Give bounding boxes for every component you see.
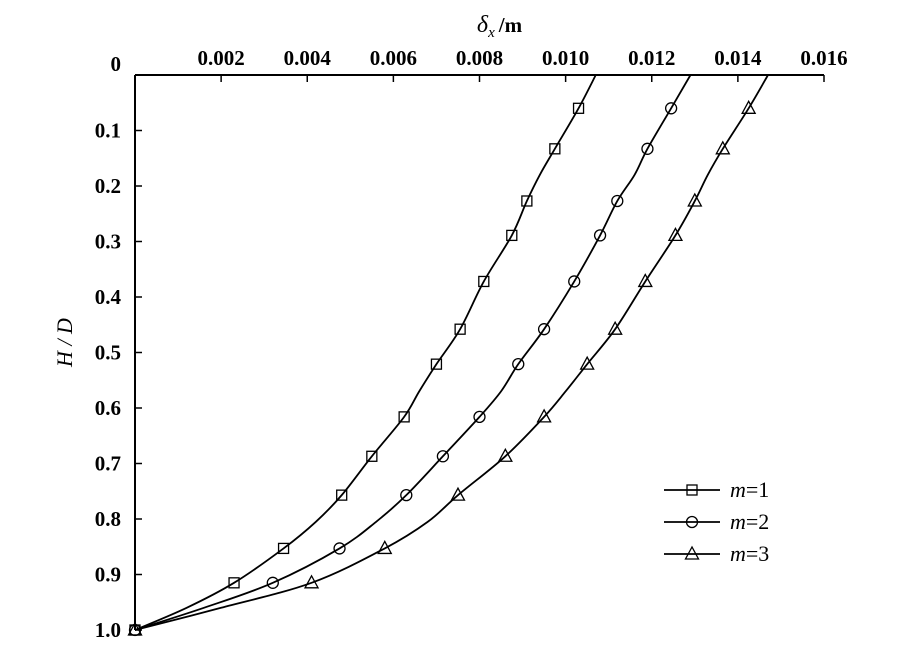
series-3-point bbox=[377, 540, 393, 555]
legend-label-2: m=2 bbox=[730, 509, 769, 534]
series-1-point bbox=[277, 542, 290, 555]
y-tick-label: 1.0 bbox=[95, 618, 121, 642]
series-1-point bbox=[398, 411, 410, 423]
series-2-point bbox=[473, 410, 486, 424]
y-axis-ticks: 0 0.1 0.2 0.3 0.4 0.5 0.6 0.7 0.8 0.9 1.0 bbox=[95, 52, 142, 642]
series-3-point bbox=[497, 447, 513, 462]
series-1-point bbox=[336, 489, 348, 501]
series-1-point bbox=[454, 323, 466, 335]
series-2-point bbox=[611, 194, 624, 208]
series-2-point bbox=[436, 450, 450, 463]
x-tick-label: 0.010 bbox=[542, 46, 589, 70]
series-1-point bbox=[521, 195, 533, 207]
legend-var: m bbox=[730, 477, 746, 502]
legend-value: =3 bbox=[746, 541, 769, 566]
x-tick-label: 0.002 bbox=[198, 46, 245, 70]
series-1-point bbox=[549, 143, 561, 155]
x-tick-label: 0.006 bbox=[370, 46, 417, 70]
series-2 bbox=[128, 74, 692, 637]
x-tick-label: 0.012 bbox=[628, 46, 675, 70]
x-tick-label: 0.008 bbox=[456, 46, 503, 70]
series-3-point bbox=[715, 140, 731, 155]
legend-value: =1 bbox=[746, 477, 769, 502]
y-tick-label: 0.3 bbox=[95, 230, 121, 254]
series-3-point bbox=[579, 355, 595, 370]
legend-label-3: m=3 bbox=[730, 541, 769, 566]
legend-marker-3 bbox=[684, 545, 700, 560]
series-3 bbox=[127, 74, 769, 636]
y-tick-label: 0.2 bbox=[95, 174, 121, 198]
y-tick-label: 0.6 bbox=[95, 396, 121, 420]
legend-marker-1 bbox=[686, 484, 698, 496]
series-2-point bbox=[512, 358, 525, 371]
legend-var: m bbox=[730, 541, 746, 566]
y-tick-label: 0.9 bbox=[95, 563, 121, 587]
series-1-point bbox=[228, 577, 240, 589]
y-tick-label: 0 bbox=[111, 52, 122, 76]
y-tick-label: 0.4 bbox=[95, 285, 122, 309]
x-axis-label: δx/m bbox=[477, 12, 523, 41]
series-2-point bbox=[400, 488, 413, 502]
series-3-line bbox=[134, 74, 769, 631]
series-3-point bbox=[637, 273, 653, 288]
legend-marker-2 bbox=[685, 515, 699, 529]
axes bbox=[134, 74, 824, 630]
legend: m=1m=2m=3 bbox=[664, 477, 769, 566]
series-1-point bbox=[430, 358, 443, 370]
series-3-point bbox=[607, 320, 623, 335]
series-1 bbox=[129, 74, 597, 636]
legend-value: =2 bbox=[746, 509, 769, 534]
x-tick-label: 0.016 bbox=[800, 46, 847, 70]
x-tick-label: 0.014 bbox=[714, 46, 762, 70]
series-1-point bbox=[478, 275, 490, 288]
series-2-point bbox=[266, 576, 279, 589]
x-tick-label: 0.004 bbox=[284, 46, 332, 70]
series-3-point bbox=[687, 192, 703, 207]
series-2-point bbox=[641, 142, 654, 155]
series-1-point bbox=[572, 102, 585, 114]
x-label-subscript: x bbox=[487, 25, 495, 41]
series-2-point bbox=[537, 323, 551, 336]
series-1-point bbox=[506, 229, 518, 242]
series-3-point bbox=[667, 227, 684, 242]
series-1-line bbox=[134, 74, 597, 631]
legend-var: m bbox=[730, 509, 746, 534]
series-2-line bbox=[134, 74, 692, 631]
series-3-point bbox=[127, 621, 143, 636]
y-axis-label: H / D bbox=[52, 318, 77, 368]
legend-label-1: m=1 bbox=[730, 477, 769, 502]
series-2-point bbox=[568, 275, 581, 288]
series-3-point bbox=[536, 408, 552, 423]
x-label-unit: /m bbox=[498, 13, 523, 37]
x-axis-ticks: 0.002 0.004 0.006 0.008 0.010 0.012 0.014 0.016 bbox=[198, 46, 848, 82]
x-label-symbol: δ bbox=[477, 12, 489, 38]
y-tick-label: 0.1 bbox=[95, 119, 121, 143]
y-tick-label: 0.7 bbox=[95, 452, 121, 476]
y-tick-label: 0.5 bbox=[95, 341, 121, 365]
series-1-point bbox=[366, 450, 378, 462]
series-layer bbox=[127, 74, 769, 637]
series-3-point bbox=[303, 574, 320, 589]
series-2-point bbox=[664, 102, 678, 115]
series-3-point bbox=[741, 99, 757, 114]
series-3-point bbox=[450, 486, 466, 501]
series-2-point bbox=[593, 229, 607, 242]
y-tick-label: 0.8 bbox=[95, 507, 121, 531]
series-2-point bbox=[333, 542, 346, 555]
